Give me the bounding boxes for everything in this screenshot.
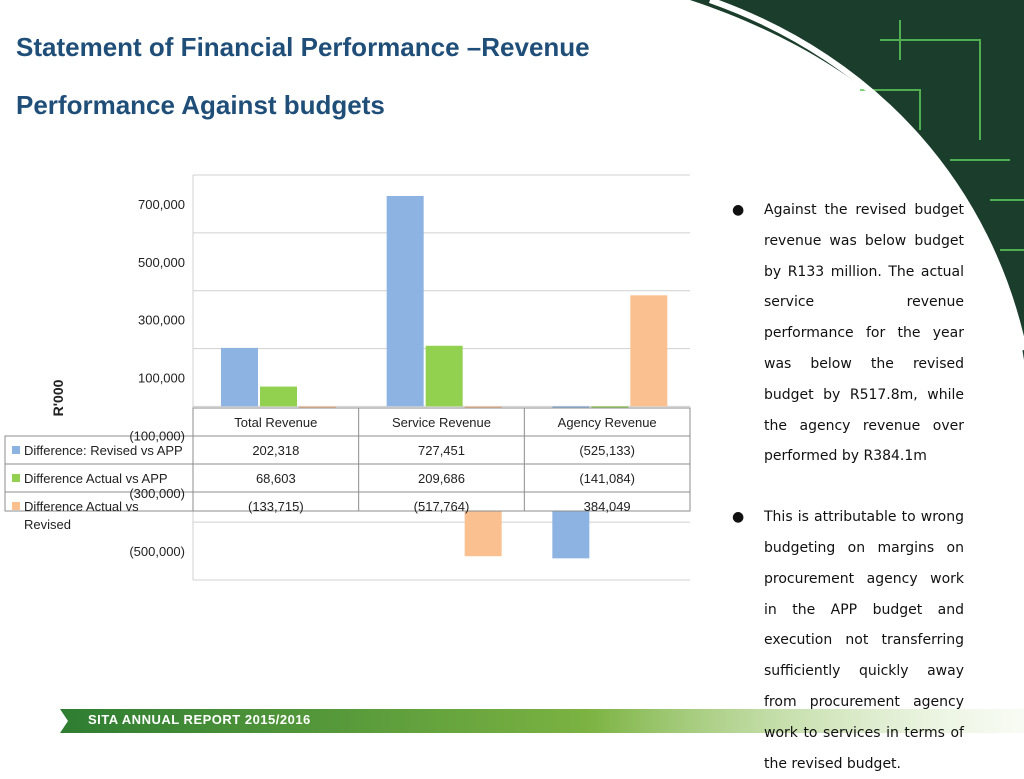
- footer-band: [60, 709, 1024, 733]
- data-label: (133,715): [248, 499, 304, 514]
- y-axis-title: R'000: [50, 379, 66, 416]
- circuit-traces: [860, 20, 1024, 251]
- data-label: 68,603: [256, 471, 296, 486]
- data-label: 384,049: [584, 499, 631, 514]
- y-tick-label: (500,000): [129, 544, 185, 559]
- y-tick-label: 500,000: [138, 255, 185, 270]
- bar: [260, 386, 297, 407]
- legend-label: Difference: Revised vs APP: [24, 443, 183, 458]
- footer-report-label: SITA ANNUAL REPORT 2015/2016: [88, 712, 311, 727]
- commentary-text: This is attributable to wrong budgeting …: [764, 509, 964, 772]
- bar: [386, 195, 424, 407]
- y-tick-label: 100,000: [138, 371, 185, 386]
- bullet-icon: ●: [732, 202, 745, 218]
- y-tick-label: 700,000: [138, 197, 185, 212]
- legend-label: Difference Actual vs APP: [24, 471, 168, 486]
- white-arc: [709, 0, 1024, 351]
- circuit-background: [690, 0, 1024, 360]
- bullet-icon: ●: [732, 509, 745, 526]
- data-label: (525,133): [579, 443, 635, 458]
- bar: [221, 347, 258, 407]
- legend-swatch: [12, 474, 20, 482]
- data-label: 727,451: [418, 443, 465, 458]
- commentary-list: ● Against the revised budget revenue was …: [732, 195, 964, 779]
- data-label: (517,764): [414, 499, 470, 514]
- category-label: Service Revenue: [392, 415, 491, 430]
- page-title: Statement of Financial Performance –Reve…: [16, 32, 590, 62]
- y-tick-label: (300,000): [129, 486, 185, 501]
- y-tick-label: 300,000: [138, 313, 185, 328]
- category-label: Agency Revenue: [558, 415, 657, 430]
- data-label: (141,084): [579, 471, 635, 486]
- data-label: 209,686: [418, 471, 465, 486]
- page-subtitle: Performance Against budgets: [16, 90, 385, 120]
- data-label: 202,318: [252, 443, 299, 458]
- legend-label: Difference Actual vs Revised: [24, 499, 139, 532]
- y-tick-label: (100,000): [129, 428, 185, 443]
- bar: [630, 295, 668, 407]
- commentary-text: Against the revised budget revenue was b…: [764, 202, 964, 465]
- bar: [425, 345, 463, 407]
- legend-swatch: [12, 446, 20, 454]
- data-table-body: [4, 435, 691, 512]
- commentary-item: ● Against the revised budget revenue was …: [732, 195, 964, 472]
- revenue-chart: Total Revenue Service Revenue Agency Reven…: [4, 174, 691, 581]
- commentary-item: ● This is attributable to wrong budgeting…: [732, 502, 964, 779]
- legend-swatch: [12, 502, 20, 510]
- category-label: Total Revenue: [234, 415, 317, 430]
